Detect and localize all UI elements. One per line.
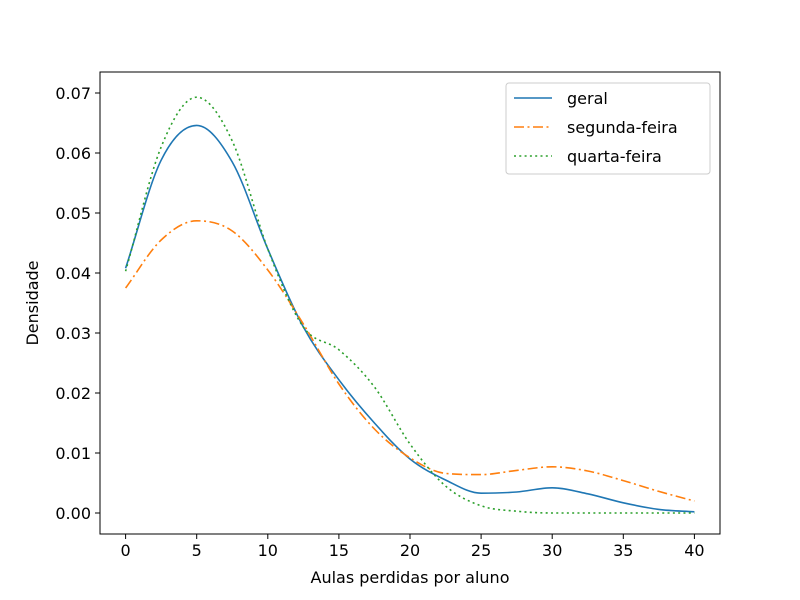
x-tick-label: 40 xyxy=(684,541,704,560)
legend-label-quarta-feira: quarta-feira xyxy=(567,147,662,166)
legend: geral segunda-feira quarta-feira xyxy=(505,82,711,175)
series-layer xyxy=(124,96,695,514)
x-axis-label: Aulas perdidas por aluno xyxy=(311,568,510,587)
x-tick-label: 10 xyxy=(258,541,278,560)
legend-label-segunda-feira: segunda-feira xyxy=(567,118,678,137)
y-tick-label: 0.01 xyxy=(55,444,91,463)
y-tick-label: 0.07 xyxy=(55,84,91,103)
y-tick-label: 0.04 xyxy=(55,264,91,283)
series-line-quarta-feira xyxy=(124,96,695,514)
x-tick-label: 0 xyxy=(121,541,131,560)
y-tick-label: 0.05 xyxy=(55,204,91,223)
legend-label-geral: geral xyxy=(567,89,608,108)
y-axis: 0.00 0.01 0.02 0.03 0.04 0.05 0.06 0.07 xyxy=(55,84,100,523)
series-line-segunda-feira xyxy=(124,220,695,502)
y-tick-label: 0.03 xyxy=(55,324,91,343)
y-tick-label: 0.00 xyxy=(55,504,91,523)
legend-box xyxy=(505,82,711,175)
y-axis-label: Densidade xyxy=(23,260,42,345)
x-tick-label: 5 xyxy=(192,541,202,560)
series-line-geral xyxy=(124,124,695,513)
x-tick-label: 25 xyxy=(471,541,491,560)
x-tick-label: 20 xyxy=(400,541,420,560)
x-tick-label: 35 xyxy=(613,541,633,560)
x-tick-label: 15 xyxy=(329,541,349,560)
y-tick-label: 0.02 xyxy=(55,384,91,403)
y-tick-label: 0.06 xyxy=(55,144,91,163)
x-tick-label: 30 xyxy=(542,541,562,560)
x-axis: 0 5 10 15 20 25 30 35 40 xyxy=(121,534,705,560)
